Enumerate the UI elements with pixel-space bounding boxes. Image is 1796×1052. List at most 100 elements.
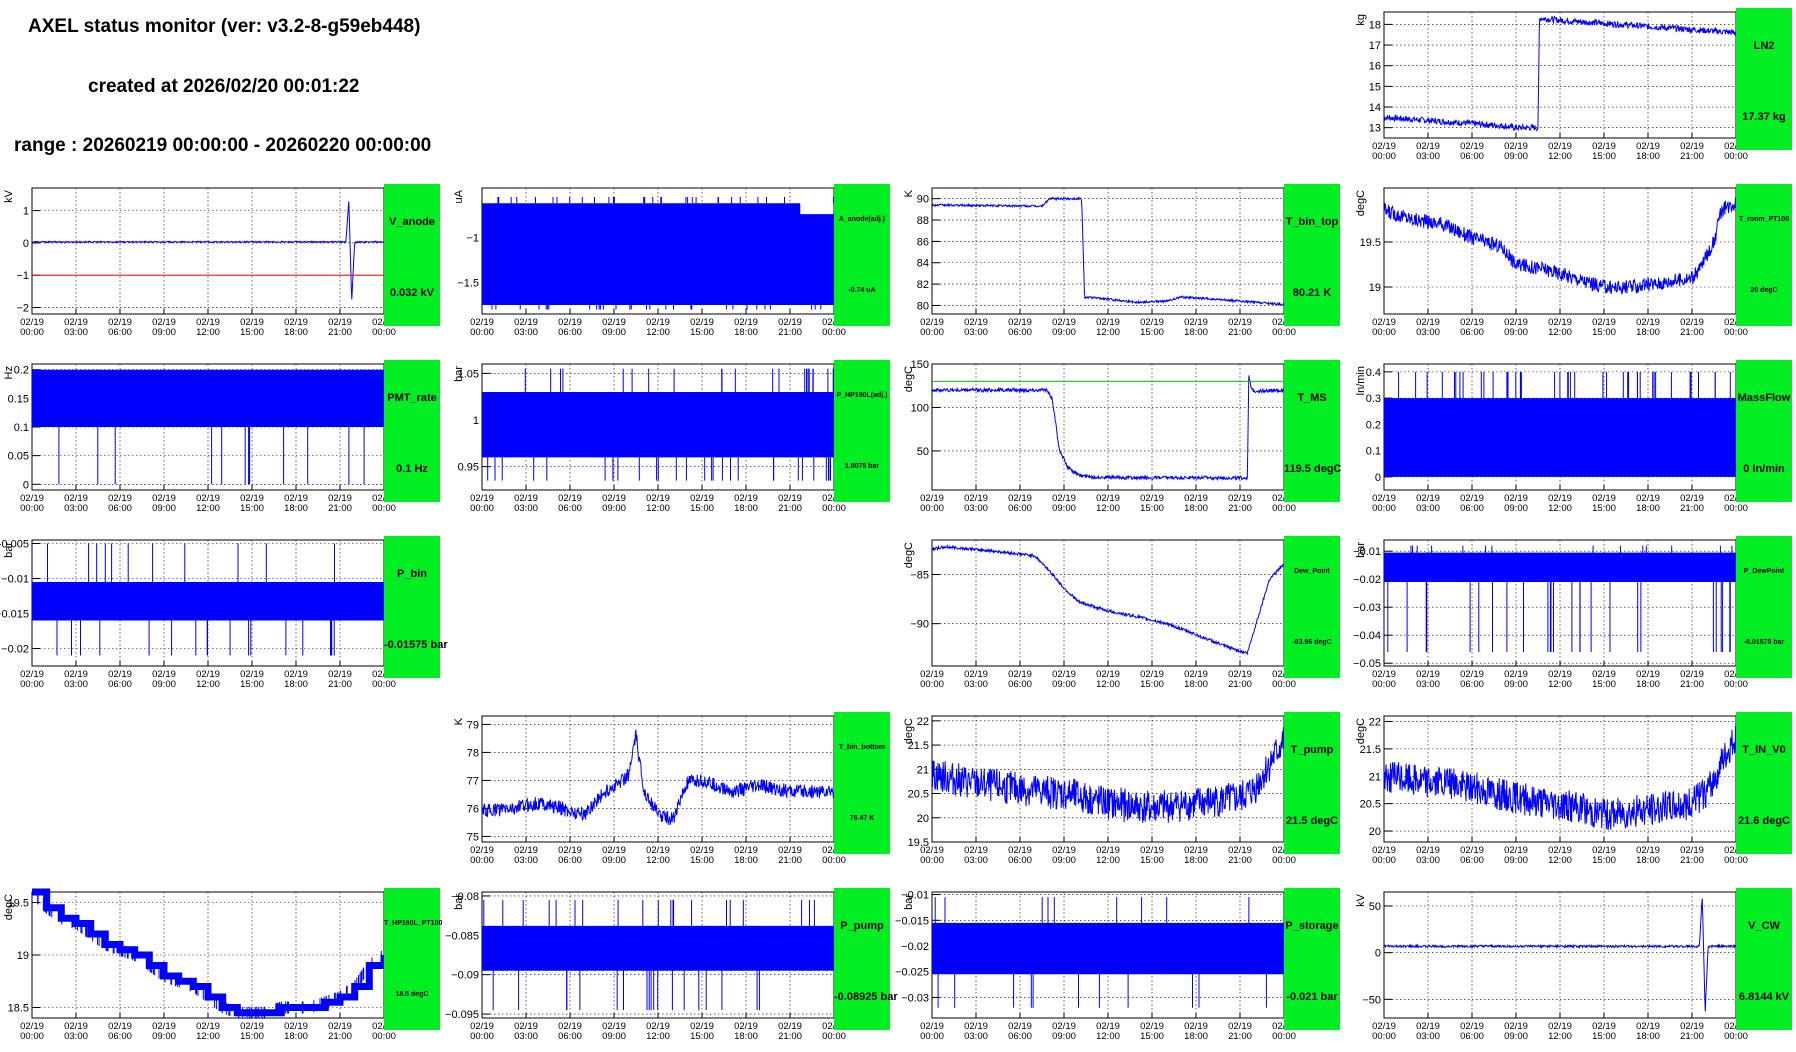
x-tick-label-date: 02/19 xyxy=(1416,141,1440,152)
status-box-value: 0.1 Hz xyxy=(396,463,428,475)
x-tick-label-time: 09:00 xyxy=(1052,1031,1076,1042)
chart-a-anode: 02/19 00:00 02/19 03:00 02/19 06:00 02/19 09:00… xyxy=(450,184,895,344)
series-band xyxy=(482,203,834,305)
y-tick-label: 22 xyxy=(1369,716,1381,728)
x-tick-label-time: 21:00 xyxy=(328,327,352,338)
x-tick-label-date: 02/19 xyxy=(690,317,714,328)
x-tick-label-date: 02/19 xyxy=(602,317,626,328)
y-tick-label: −0.02 xyxy=(901,941,929,953)
x-tick-label-date: 02/19 xyxy=(1052,493,1076,504)
x-tick-label-time: 00:00 xyxy=(1272,679,1296,690)
y-axis-label: ln/min xyxy=(1355,366,1367,395)
x-tick-label-date: 02/19 xyxy=(1548,845,1572,856)
x-tick-label-date: 02/19 xyxy=(1680,1021,1704,1032)
y-tick-label: 80 xyxy=(917,300,929,312)
x-tick-label-date: 02/19 xyxy=(196,669,220,680)
y-tick-label: 84 xyxy=(917,258,929,270)
y-tick-label: −50 xyxy=(1362,994,1381,1006)
y-tick-label: −0.015 xyxy=(0,609,29,621)
x-tick-label-time: 03:00 xyxy=(514,327,538,338)
x-tick-label-date: 02/19 xyxy=(920,1021,944,1032)
x-tick-label-date: 02/19 xyxy=(602,493,626,504)
x-tick-label-time: 09:00 xyxy=(152,1031,176,1042)
y-tick-label: 77 xyxy=(467,775,479,787)
series-line xyxy=(931,375,1285,482)
x-tick-label-time: 00:00 xyxy=(822,503,846,514)
x-tick-label-time: 18:00 xyxy=(1636,679,1660,690)
x-tick-label-date: 02/19 xyxy=(646,493,670,504)
x-tick-label-date: 02/19 xyxy=(284,669,308,680)
x-tick-label-date: 02/19 xyxy=(108,317,132,328)
y-tick-label: 0.1 xyxy=(1366,446,1381,458)
x-tick-label-time: 06:00 xyxy=(558,503,582,514)
status-box-value: -0.01575 bar xyxy=(384,639,448,651)
series-band xyxy=(932,922,1284,975)
x-tick-label-time: 00:00 xyxy=(20,503,44,514)
x-tick-label-date: 02/19 xyxy=(1504,1021,1528,1032)
y-tick-label: −0.01 xyxy=(1,574,29,586)
status-box-name: V_CW xyxy=(1748,920,1780,932)
x-tick-label-date: 02/19 xyxy=(152,1021,176,1032)
y-tick-label: 20.5 xyxy=(908,789,929,801)
chart-svg: 02/1900:0002/1903:0002/1906:0002/1909:00… xyxy=(453,363,846,514)
x-tick-label-time: 00:00 xyxy=(920,855,944,866)
x-tick-label-date: 02/19 xyxy=(964,317,988,328)
plot-frame xyxy=(31,187,385,315)
status-box-name: MassFlow xyxy=(1737,392,1791,404)
x-tick-label-time: 18:00 xyxy=(1636,151,1660,162)
x-tick-label-time: 06:00 xyxy=(1008,503,1032,514)
status-box: MassFlow 0 ln/min xyxy=(1736,360,1792,502)
series-spikes xyxy=(58,369,365,485)
x-tick-label-time: 21:00 xyxy=(1228,503,1252,514)
x-tick-label-time: 21:00 xyxy=(1680,855,1704,866)
y-tick-label: 0.2 xyxy=(14,365,29,377)
chart-v-anode: 02/19 00:00 02/19 03:00 02/19 06:00 02/19 09:00… xyxy=(0,184,445,344)
x-tick-label-time: 03:00 xyxy=(1416,679,1440,690)
x-tick-label-time: 00:00 xyxy=(470,855,494,866)
chart-svg: 02/1900:0002/1903:0002/1906:0002/1909:00… xyxy=(0,539,396,691)
x-tick-label-date: 02/19 xyxy=(964,669,988,680)
x-tick-label-time: 21:00 xyxy=(778,1031,802,1042)
y-tick-label: −0.04 xyxy=(1353,630,1381,642)
y-tick-label: 19 xyxy=(17,950,29,962)
x-tick-label-time: 21:00 xyxy=(1228,855,1252,866)
x-tick-label-time: 15:00 xyxy=(1140,503,1164,514)
x-tick-label-date: 02/19 xyxy=(20,493,44,504)
x-tick-label-time: 12:00 xyxy=(1548,327,1572,338)
y-tick-label: 14 xyxy=(1369,102,1381,114)
x-tick-label-time: 18:00 xyxy=(1636,503,1660,514)
x-tick-label-date: 02/19 xyxy=(1228,1021,1252,1032)
x-tick-label-date: 02/19 xyxy=(284,493,308,504)
chart-svg: 02/1900:0002/1903:0002/1906:0002/1909:00… xyxy=(1355,187,1748,338)
y-tick-label: −0.03 xyxy=(1353,602,1381,614)
chart-p-bin: 02/19 00:00 02/19 03:00 02/19 06:00 02/19 09:00… xyxy=(0,536,448,696)
x-tick-label-time: 18:00 xyxy=(734,855,758,866)
x-tick-label-date: 02/19 xyxy=(152,493,176,504)
x-tick-label-time: 18:00 xyxy=(284,503,308,514)
x-tick-label-time: 18:00 xyxy=(1184,679,1208,690)
x-tick-label-date: 02/19 xyxy=(1636,1021,1660,1032)
y-tick-label: 0.1 xyxy=(14,422,29,434)
y-tick-label: 21 xyxy=(1369,771,1381,783)
x-tick-label-time: 21:00 xyxy=(778,327,802,338)
x-tick-label-time: 09:00 xyxy=(152,327,176,338)
x-tick-label-date: 02/19 xyxy=(1008,317,1032,328)
x-tick-label-time: 12:00 xyxy=(1096,855,1120,866)
x-tick-label-date: 02/19 xyxy=(1184,317,1208,328)
x-tick-label-time: 03:00 xyxy=(64,327,88,338)
series-band xyxy=(32,369,384,427)
x-tick-label-time: 00:00 xyxy=(1724,327,1748,338)
x-tick-label-time: 03:00 xyxy=(514,855,538,866)
x-tick-label-date: 02/19 xyxy=(734,1021,758,1032)
x-tick-label-time: 12:00 xyxy=(196,679,220,690)
x-tick-label-date: 02/19 xyxy=(1592,493,1616,504)
x-tick-label-date: 02/19 xyxy=(64,669,88,680)
y-tick-label: 88 xyxy=(917,215,929,227)
x-tick-label-time: 21:00 xyxy=(1228,1031,1252,1042)
y-tick-label: 20 xyxy=(917,813,929,825)
x-tick-label-date: 02/19 xyxy=(240,669,264,680)
x-tick-label-time: 06:00 xyxy=(1008,1031,1032,1042)
status-box-value: -0.74 uA xyxy=(848,287,876,294)
status-box-name: P_storage xyxy=(1285,920,1339,932)
x-tick-label-time: 15:00 xyxy=(1140,679,1164,690)
